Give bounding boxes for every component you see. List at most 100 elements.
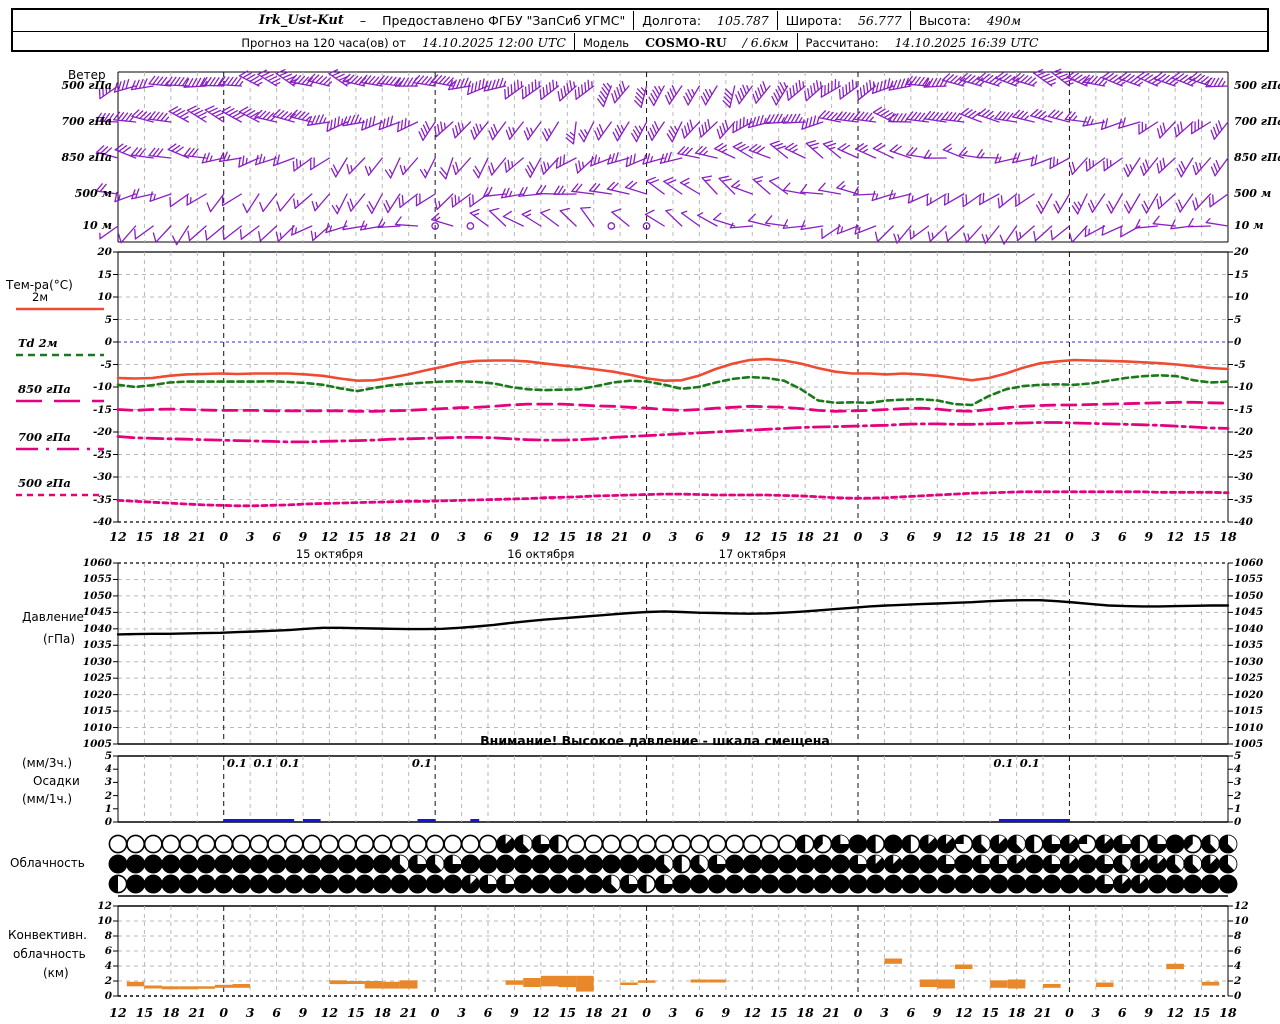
cloud-symbol [601,854,621,874]
cloud-symbol [390,854,410,874]
wind-level-label-right-4: 10 м [1234,219,1264,232]
pressure-panel: Давление (гПа) 1060 1055 1050 1045 1040 1035 1… [0,555,1280,750]
time-tick-31: 9 [932,529,942,544]
cloud-symbol [108,854,128,874]
time-tick-36: 0 [1065,529,1074,544]
cloud-symbol [883,854,903,874]
cloud-symbol [584,834,604,854]
time-tick-10: 18 [373,1005,391,1020]
time-tick-37: 3 [1091,1005,1101,1020]
longitude-value: 105.787 [717,13,769,28]
cloud-symbol [954,834,974,854]
wind-level-label-left-4: 10 м [82,219,112,232]
time-tick-3: 21 [188,529,206,544]
cloud-symbol [460,854,480,874]
temperature-plot [113,251,1233,523]
temp-tick-right-0: 0 [1234,336,1242,348]
convective-bar-10 [382,981,400,989]
precip-tick-right-4: 4 [1234,763,1242,776]
cloud-symbol [637,854,656,874]
pressure-tick-left-1030: 1030 [82,655,112,668]
cloud-symbol [513,874,533,894]
time-tick-17: 15 [558,1005,576,1020]
convective-tick-left-6: 6 [104,945,112,957]
cloud-symbol [1218,854,1238,874]
convective-bar-29 [1166,963,1184,970]
cloud-symbol [901,834,921,854]
convective-title-3: (км) [43,966,69,980]
time-tick-6: 6 [272,1005,281,1020]
pressure-tick-right-1045: 1045 [1234,606,1264,619]
precip-tick-right-0: 0 [1234,816,1242,828]
cloud-symbol [443,834,463,854]
temp-legend-swatch-4 [16,493,104,497]
cloud-symbol [1165,854,1185,874]
precip-value-3: 0.1 [411,756,432,770]
cloud-symbol [919,874,938,894]
cloud-symbol [1218,874,1238,894]
convective-bar-14 [540,975,559,987]
cloud-symbol [919,834,938,854]
wind-level-label-right-1: 700 гПа [1234,115,1280,128]
time-tick-20: 0 [642,529,651,544]
convective-bar-25 [990,980,1008,988]
cloud-symbol [1095,874,1115,894]
time-tick-12: 0 [430,1005,440,1020]
precip-1h-units: (мм/1ч.) [22,792,73,806]
cloud-symbol [672,874,692,894]
cloud-symbol [672,854,692,874]
cloud-symbol [337,854,357,874]
cloud-symbol [478,834,498,854]
header-dash: – [359,13,367,28]
cloud-symbol [936,834,956,854]
pressure-tick-right-1020: 1020 [1234,688,1264,701]
cloud-symbol [901,874,921,894]
pressure-tick-right-1050: 1050 [1234,589,1264,602]
cloud-symbol [214,854,234,874]
precip-title: Осадки [33,774,80,788]
time-tick-23: 9 [721,529,731,544]
cloud-symbol [513,834,533,854]
time-tick-35: 21 [1034,1005,1052,1020]
temp-legend-label-0: 2м [32,290,48,304]
time-tick-23: 9 [721,1005,731,1020]
cloud-symbol [866,854,886,874]
cloud-symbol [249,874,269,894]
cloud-symbol [531,854,551,874]
header-box: Irk_Ust-Kut – Предоставлено ФГБУ "ЗапСиб… [11,8,1269,52]
date-label-2: 17 октября [718,547,786,561]
cloud-symbol [214,874,234,894]
precip-tick-left-5: 5 [104,750,112,762]
convective-tick-left-2: 2 [104,975,112,987]
time-tick-2: 18 [162,1005,180,1020]
cloud-symbol [126,834,146,854]
cloud-symbol [637,834,656,854]
convective-bar-2 [162,986,180,990]
cloud-symbol [1024,854,1044,874]
time-tick-39: 9 [1144,1005,1154,1020]
time-tick-15: 9 [510,1005,519,1020]
cloud-symbol [690,834,709,854]
cloud-symbol [425,834,445,854]
temp-tick-left--15: -15 [93,403,112,416]
convective-bar-7 [329,980,347,985]
temp-legend-label-4: 500 гПа [18,476,71,490]
cloud-symbol [126,874,146,894]
convective-bar-9 [364,981,383,989]
cloud-symbol [513,854,533,874]
cloud-symbol [284,834,304,854]
cloud-symbol [143,874,163,894]
cloud-symbol [760,854,780,874]
cloud-symbol [1148,834,1167,854]
cloud-symbol [337,874,357,894]
cloud-symbol [1200,854,1220,874]
cloud-symbol [619,834,639,854]
forecast-init-time: 14.10.2025 12:00 UTC [421,35,566,50]
temp-series-Td-2м [116,374,1230,407]
temp-series-850-гПа [116,400,1230,413]
cloud-symbol [866,834,886,854]
pressure-tick-right-1060: 1060 [1234,557,1264,569]
time-tick-18: 18 [585,529,603,544]
time-tick-42: 18 [1219,1005,1237,1020]
convective-cloud-panel: Конвективн. облачность (км) 12 10 8 6 4 2 0 12… [0,900,1280,1006]
